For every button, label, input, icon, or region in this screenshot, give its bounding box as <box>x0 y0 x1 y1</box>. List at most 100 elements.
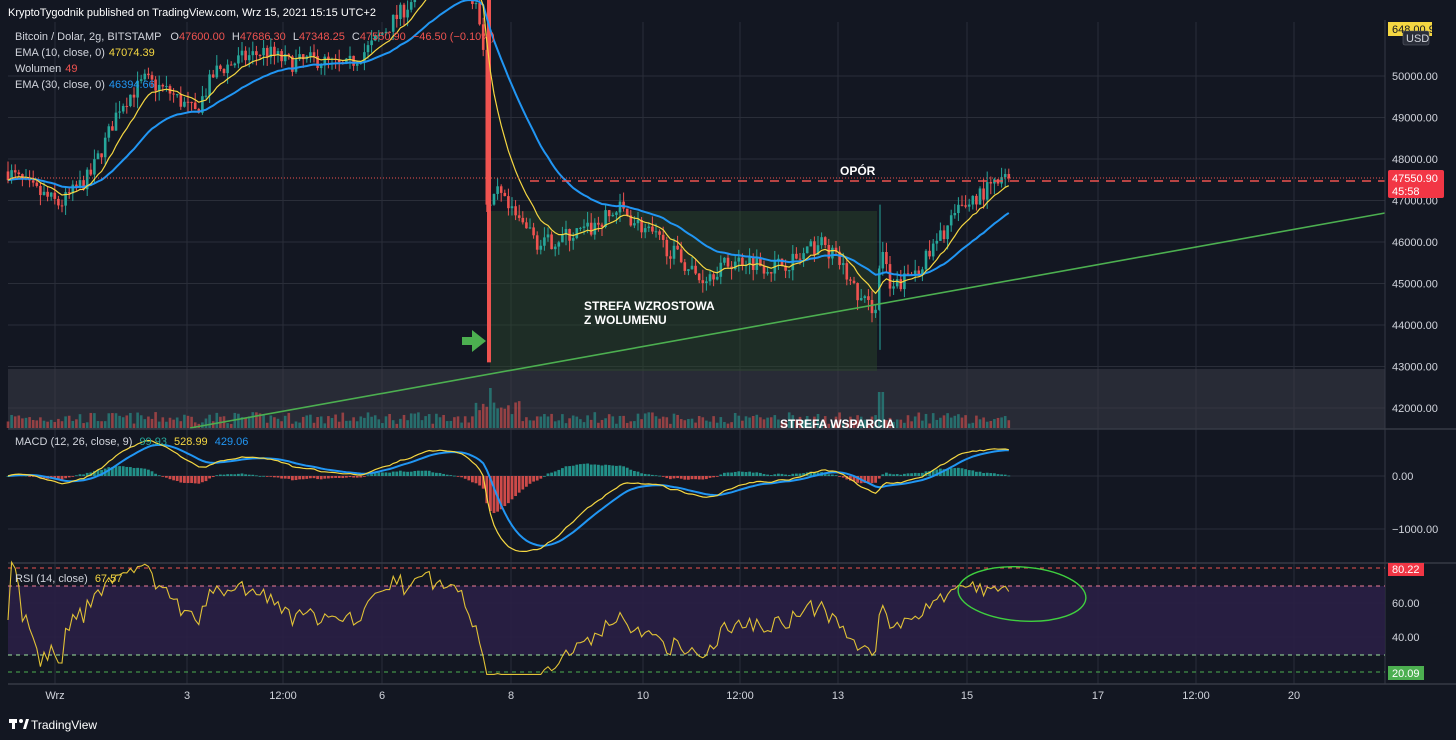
volume-bar <box>103 421 107 428</box>
candle-body <box>561 235 564 243</box>
macd-hist-bar <box>849 476 852 481</box>
macd-hist-bar <box>895 474 899 476</box>
volume-bar <box>867 423 870 428</box>
macd-hist-bar <box>305 476 309 479</box>
volume-bar <box>157 421 161 428</box>
price-axis[interactable]: 42000.00 43000.00 44000.00 45000.00 46000.00… <box>1392 71 1438 644</box>
time-axis[interactable]: Wrz 3 12:00 6 8 10 12:00 13 15 17 12:00 20 <box>45 690 1300 702</box>
macd-legend[interactable]: MACD (12, 26, close, 9) 99.93 528.99 429… <box>15 436 248 448</box>
candle-body <box>687 269 690 271</box>
volume-bar <box>204 418 208 428</box>
candle-body <box>143 73 147 80</box>
resistance-annotation: OPÓR <box>840 163 876 178</box>
candle-body <box>240 50 244 56</box>
macd-hist-bar <box>823 472 827 476</box>
macd-hist-bar <box>485 476 489 504</box>
macd-hist-bar <box>503 476 507 507</box>
volume-bar <box>456 416 460 428</box>
volume-bar <box>24 417 28 428</box>
macd-hist-bar <box>507 476 510 504</box>
volume-bar <box>773 415 777 428</box>
volume-bar <box>143 419 147 428</box>
volume-bar <box>381 423 384 428</box>
rsi-legend[interactable]: RSI (14, close) 67.57 <box>15 573 122 585</box>
candle-body <box>989 182 993 184</box>
macd-hist-bar <box>334 476 337 478</box>
ohlc-o: 47600.00 <box>179 31 225 43</box>
volume-bar <box>633 421 636 428</box>
candle-body <box>967 204 971 207</box>
macd-hist-bar <box>636 471 640 476</box>
candle-body <box>183 101 186 107</box>
volume-bar <box>957 414 960 428</box>
macd-hist-bar <box>327 476 330 479</box>
macd-hist-bar <box>316 476 319 480</box>
volume-bar <box>949 417 953 428</box>
volume-bar <box>571 415 575 428</box>
volume-bar <box>604 418 607 428</box>
macd-hist-bar <box>777 473 780 476</box>
macd-hist-bar <box>57 476 60 480</box>
footer-brand: TradingView <box>31 718 97 732</box>
main-legend[interactable]: Bitcoin / Dolar, 2g, BITSTAMP O47600.00 … <box>15 31 495 91</box>
ema10-legend-name: EMA (10, close, 0) <box>15 47 105 59</box>
volume-bar <box>593 412 597 428</box>
candle-body <box>856 282 859 301</box>
macd-hist-bar <box>276 476 280 478</box>
candle-body <box>1003 174 1007 178</box>
macd-hist-bar <box>579 464 582 476</box>
volume-bar <box>370 416 373 428</box>
volume-bar <box>503 408 507 428</box>
candle-body <box>557 242 561 247</box>
usd-badge-bg[interactable] <box>1402 30 1430 46</box>
volume-bar <box>395 423 399 428</box>
macd-hist-bar <box>157 475 161 477</box>
volume-bar <box>129 412 132 428</box>
volume-bar <box>661 416 665 428</box>
price-tick-label: 46000.00 <box>1392 237 1438 249</box>
macd-hist-bar <box>942 469 946 476</box>
volume-bar <box>337 421 341 428</box>
macd-hist-bar <box>67 476 71 478</box>
macd-hist-bar <box>528 476 532 484</box>
volume-bar <box>420 420 424 428</box>
candle-body <box>67 192 71 194</box>
candle-body <box>237 55 240 64</box>
usd-badge[interactable]: USD <box>1406 33 1429 45</box>
macd-hist-bar <box>273 476 276 478</box>
volume-bar <box>917 412 921 428</box>
macd-hist-bar <box>370 474 373 476</box>
time-tick-label: 12:00 <box>1182 690 1210 702</box>
candle-body <box>629 215 633 226</box>
price-tick-label: 44000.00 <box>1392 320 1438 332</box>
volume-bar <box>892 421 895 428</box>
volume-bar <box>262 414 265 428</box>
candle-body <box>85 169 89 190</box>
candle-body <box>175 94 179 96</box>
macd-hist-bar <box>298 476 301 480</box>
time-tick-label: 3 <box>184 690 190 702</box>
candle-body <box>247 55 251 61</box>
candle-body <box>528 227 532 229</box>
macd-hist-bar <box>809 471 813 476</box>
candle-body <box>406 9 409 18</box>
macd-hist-bar <box>813 472 816 476</box>
volume-bar <box>528 420 532 428</box>
volume-bar <box>31 419 35 428</box>
volume-bar <box>413 413 417 428</box>
candle-body <box>805 246 809 254</box>
volume-bar <box>474 402 478 428</box>
volume-bar <box>10 414 13 428</box>
candle-body <box>726 257 730 267</box>
candle-body <box>161 84 165 87</box>
candle-body <box>211 74 215 78</box>
volume-bar <box>111 413 114 428</box>
candle-body <box>978 188 982 205</box>
volume-bar <box>435 413 438 428</box>
macd-hist-bar <box>744 472 748 476</box>
candle-body <box>539 245 543 250</box>
candle-body <box>636 219 640 224</box>
volume-bar <box>71 420 75 428</box>
candle-body <box>939 230 942 241</box>
